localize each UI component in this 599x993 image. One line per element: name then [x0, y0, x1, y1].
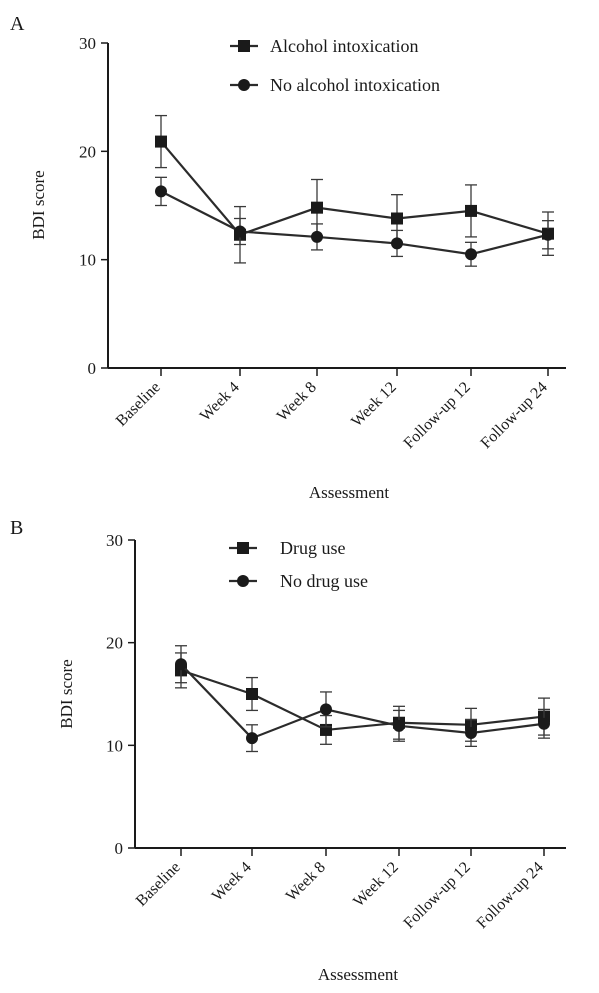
data-point-circle — [393, 719, 405, 732]
x-axis-title: Assessment — [318, 965, 399, 984]
legend-circle-marker — [238, 79, 250, 91]
x-tick-label: Week 4 — [209, 859, 255, 905]
legend-square-marker — [238, 40, 250, 52]
data-point-circle — [465, 727, 477, 740]
data-point-circle — [542, 228, 554, 241]
data-point-square — [155, 135, 167, 148]
series-line-square — [180, 669, 545, 732]
y-tick-label: 0 — [115, 839, 124, 858]
y-tick-label: 10 — [79, 251, 96, 270]
panel-label: B — [10, 517, 23, 539]
data-point-square — [246, 688, 258, 700]
panel-label: A — [10, 13, 25, 35]
y-tick-label: 20 — [79, 142, 96, 161]
data-point-circle — [320, 703, 332, 716]
x-axis-title: Assessment — [309, 483, 390, 502]
x-tick-label: Follow-up 24 — [478, 379, 551, 452]
x-tick-label: Baseline — [113, 379, 164, 430]
data-point-square — [465, 204, 477, 217]
x-tick-label: Baseline — [133, 859, 184, 910]
data-point-circle — [155, 185, 167, 198]
x-tick-label: Week 4 — [197, 379, 243, 425]
x-tick-label: Week 12 — [350, 859, 402, 911]
legend-label: Drug use — [280, 538, 346, 558]
data-point-circle — [234, 225, 246, 238]
data-point-circle — [391, 237, 403, 250]
y-tick-label: 30 — [79, 34, 96, 53]
y-tick-label: 10 — [106, 736, 123, 755]
data-point-circle — [175, 658, 187, 671]
data-point-square — [391, 212, 403, 225]
legend-label: No alcohol intoxication — [270, 75, 440, 95]
data-point-circle — [465, 248, 477, 261]
data-point-circle — [311, 230, 323, 243]
series-line-square — [160, 140, 549, 237]
series-line-circle — [180, 663, 545, 740]
x-tick-label: Follow-up 12 — [401, 859, 474, 932]
legend-circle-marker — [237, 575, 249, 587]
data-point-circle — [538, 717, 550, 730]
x-tick-label: Follow-up 12 — [401, 379, 474, 452]
x-tick-label: Week 8 — [283, 859, 329, 905]
data-point-square — [311, 201, 323, 214]
legend-square-marker — [237, 542, 249, 554]
y-tick-label: 20 — [106, 634, 123, 653]
data-point-circle — [246, 732, 258, 745]
legend-label: No drug use — [280, 571, 368, 591]
y-axis-title: BDI score — [57, 659, 76, 728]
x-tick-label: Week 8 — [274, 379, 320, 425]
x-tick-label: Week 12 — [348, 379, 400, 431]
y-axis-title: BDI score — [29, 170, 48, 239]
y-tick-label: 30 — [106, 531, 123, 550]
y-tick-label: 0 — [88, 359, 97, 378]
x-tick-label: Follow-up 24 — [474, 859, 547, 932]
series-line-circle — [160, 190, 549, 256]
legend-label: Alcohol intoxication — [270, 36, 418, 56]
